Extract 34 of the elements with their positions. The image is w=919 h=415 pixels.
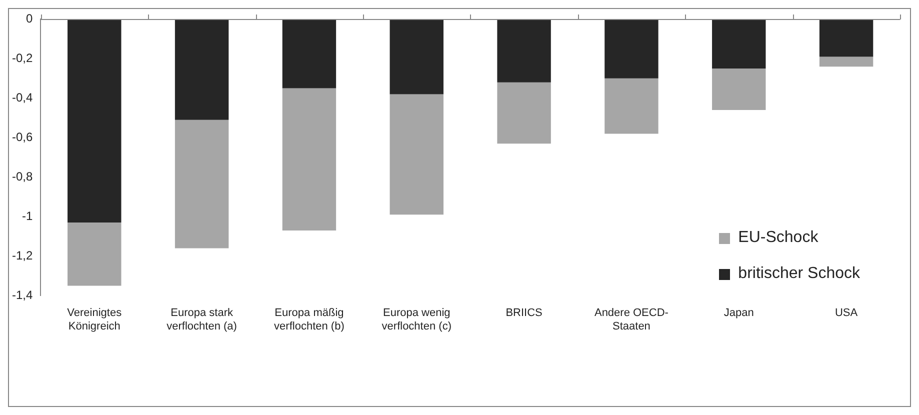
bar xyxy=(174,120,229,248)
legend-label: britischer Schock xyxy=(738,265,860,283)
bar xyxy=(712,19,766,69)
x-tick-label: Europa wenig verflochten (c) xyxy=(382,307,452,332)
bar xyxy=(819,19,874,57)
x-tick-label: Japan xyxy=(724,307,754,320)
bar xyxy=(390,94,444,215)
bar xyxy=(68,19,122,223)
bar xyxy=(497,82,551,144)
legend-label: EU-Schock xyxy=(738,229,818,247)
x-tick-label: Europa mäßig verflochten (b) xyxy=(274,307,344,332)
y-tick-label: -1,2 xyxy=(12,248,33,262)
bar xyxy=(282,88,336,230)
bar xyxy=(497,19,551,82)
y-tick-label: -0,4 xyxy=(12,90,33,104)
x-tick-label: Andere OECD-Staaten xyxy=(594,307,669,332)
x-tick-label: Vereinigtes Königreich xyxy=(67,307,122,332)
bar xyxy=(712,68,766,110)
y-tick-label: -0,2 xyxy=(12,51,33,65)
bar xyxy=(174,19,229,120)
y-tick-label: -0,6 xyxy=(12,130,33,144)
x-tick-label: Europa stark verflochten (a) xyxy=(166,307,237,332)
y-tick-label: 0 xyxy=(26,12,33,26)
bar xyxy=(604,19,658,78)
bar xyxy=(390,19,444,94)
y-tick-label: -1 xyxy=(22,208,33,223)
x-tick-label: BRIICS xyxy=(506,307,542,320)
y-tick-label: -0,8 xyxy=(12,169,33,184)
bar xyxy=(604,78,658,134)
bar xyxy=(819,56,874,67)
y-tick-label: -1,4 xyxy=(12,288,33,302)
bar xyxy=(68,222,122,286)
x-tick-label: USA xyxy=(834,307,858,320)
bar xyxy=(282,19,336,88)
